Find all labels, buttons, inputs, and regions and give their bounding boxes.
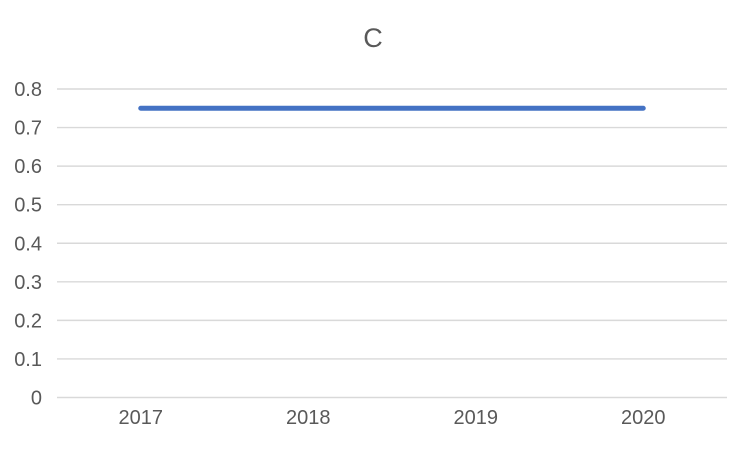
chart-title: C [363,23,383,53]
y-tick-label: 0.6 [14,156,42,178]
y-tick-label: 0.3 [14,272,42,294]
y-tick-label: 0.7 [14,118,42,140]
y-tick-label: 0.1 [14,349,42,371]
x-tick-label: 2018 [286,407,331,429]
x-tick-label: 2019 [454,407,499,429]
x-tick-label: 2020 [621,407,666,429]
x-tick-label: 2017 [119,407,164,429]
y-tick-label: 0.5 [14,195,42,217]
y-tick-label: 0.2 [14,310,42,332]
y-tick-label: 0.8 [14,79,42,101]
y-tick-label: 0 [31,388,42,410]
y-tick-label: 0.4 [14,233,42,255]
